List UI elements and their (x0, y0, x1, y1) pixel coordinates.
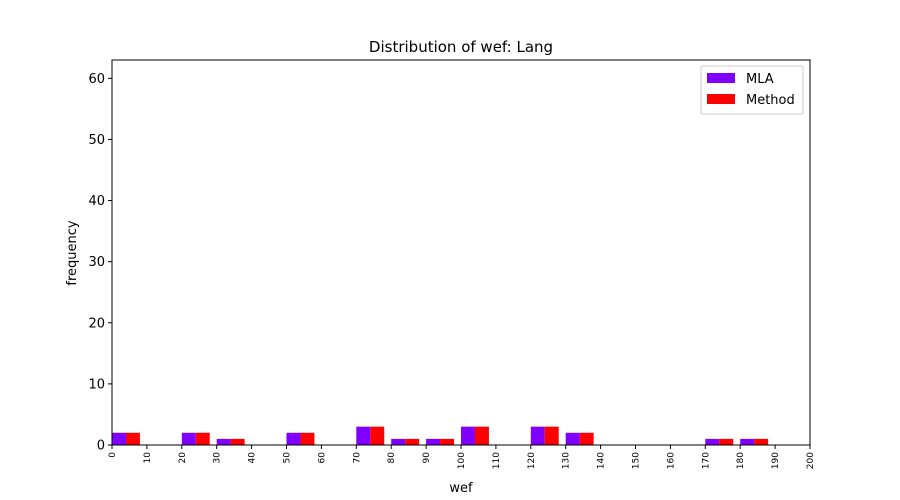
bar-mla-bin-17 (705, 438, 720, 445)
x-tick-label: 180 (736, 452, 746, 469)
bar-mla-bin-8 (391, 438, 406, 445)
bar-method-bin-9 (440, 438, 455, 445)
x-tick-label: 170 (701, 452, 711, 469)
y-tick-label: 30 (88, 255, 105, 270)
y-axis-label: frequency (65, 220, 80, 286)
bar-method-bin-7 (370, 426, 385, 445)
x-tick-label: 200 (806, 452, 816, 469)
bar-method-bin-8 (405, 438, 420, 445)
bar-method-bin-10 (474, 426, 489, 445)
bar-mla-bin-12 (530, 426, 545, 445)
legend-label-mla: MLA (746, 72, 774, 87)
bar-mla-bin-5 (286, 432, 301, 445)
bar-method-bin-13 (579, 432, 594, 445)
y-axis: 0 10 20 30 40 50 60 (88, 72, 112, 454)
x-axis: 0 10 20 30 40 50 60 70 80 90 100 110 120 130 140 150 160… (108, 445, 816, 469)
y-tick-label: 10 (88, 377, 105, 392)
x-axis-label: wef (449, 481, 473, 496)
bar-method-bin-5 (300, 432, 315, 445)
x-tick-label: 40 (248, 452, 258, 464)
bar-mla-bin-0 (112, 432, 126, 445)
x-tick-label: 10 (143, 452, 153, 464)
x-tick-label: 90 (422, 452, 432, 464)
legend-swatch-method (707, 94, 735, 104)
bar-method-bin-2 (195, 432, 210, 445)
bar-method-bin-18 (754, 438, 769, 445)
x-tick-label: 70 (352, 452, 362, 464)
bar-mla-bin-18 (740, 438, 755, 445)
bar-mla-bin-9 (426, 438, 441, 445)
y-tick-label: 0 (97, 439, 105, 454)
x-tick-label: 110 (492, 452, 502, 469)
bar-method-bin-3 (230, 438, 245, 445)
bar-method-bin-12 (544, 426, 559, 445)
plot-frame (111, 59, 811, 446)
y-tick-label: 20 (88, 316, 105, 331)
bar-method-bin-17 (719, 438, 734, 445)
x-tick-label: 190 (771, 452, 781, 469)
bar-mla-bin-3 (216, 438, 231, 445)
y-tick-label: 40 (88, 194, 105, 209)
chart-title: Distribution of wef: Lang (369, 38, 553, 56)
x-tick-label: 140 (597, 452, 607, 469)
x-tick-label: 130 (562, 452, 572, 469)
x-tick-label: 80 (387, 452, 397, 464)
y-tick-label: 50 (88, 133, 105, 148)
x-tick-label: 50 (283, 452, 293, 464)
bar-method-bin-0 (125, 432, 140, 445)
bar-mla-bin-10 (461, 426, 475, 445)
legend-label-method: Method (746, 93, 795, 108)
x-tick-label: 30 (213, 452, 223, 464)
x-tick-label: 150 (632, 452, 642, 469)
bar-mla-bin-13 (565, 432, 580, 445)
bars-group (112, 426, 769, 445)
y-tick-label: 60 (88, 72, 105, 87)
bar-mla-bin-7 (356, 426, 371, 445)
x-tick-label: 20 (178, 452, 188, 464)
x-tick-label: 120 (527, 452, 537, 469)
x-tick-label: 160 (666, 452, 676, 469)
legend-swatch-mla (707, 73, 735, 83)
bar-mla-bin-2 (181, 432, 196, 445)
x-tick-label: 100 (457, 452, 467, 469)
legend: MLA Method (700, 65, 804, 115)
x-tick-label: 60 (317, 452, 327, 464)
x-tick-label: 0 (108, 452, 118, 458)
